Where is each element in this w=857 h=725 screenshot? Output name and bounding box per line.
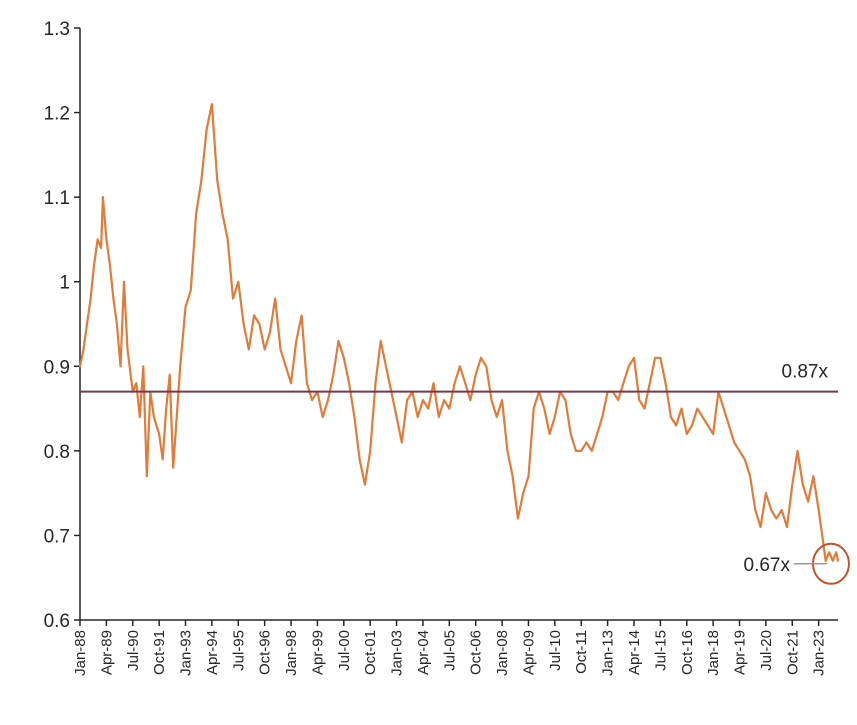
x-tick-label: Jul-15 bbox=[652, 630, 669, 671]
x-tick-label: Jul-00 bbox=[336, 630, 353, 671]
x-tick-label: Jul-20 bbox=[758, 630, 775, 671]
series-layer bbox=[78, 102, 840, 562]
x-tick-label: Oct-16 bbox=[679, 630, 696, 675]
x-tick-label: Jan-88 bbox=[72, 630, 89, 676]
x-tick-label: Jul-90 bbox=[125, 630, 142, 671]
x-tick-label: Jan-98 bbox=[283, 630, 300, 676]
x-tick-label: Oct-01 bbox=[362, 630, 379, 675]
x-tick-label: Oct-06 bbox=[468, 630, 485, 675]
y-tick-label: 1.1 bbox=[44, 188, 70, 209]
x-tick-label: Jul-95 bbox=[230, 630, 247, 671]
y-tick-label: 1 bbox=[59, 273, 70, 294]
y-tick-label: 0.9 bbox=[44, 357, 70, 378]
y-axis: 0.6 0.7 0.8 0.9 1 1.1 1.2 1.3 bbox=[44, 19, 81, 632]
y-tick-label: 1.3 bbox=[44, 19, 70, 40]
x-tick-label: Jan-18 bbox=[705, 630, 722, 676]
x-tick-label: Apr-99 bbox=[309, 630, 326, 675]
x-tick-label: Jul-10 bbox=[547, 630, 564, 671]
x-axis: Jan-88 Apr-89 Jul-90 Oct-91 Jan-93 Apr-94 Jul-… bbox=[72, 619, 838, 676]
x-tick-label: Oct-96 bbox=[257, 630, 274, 675]
x-tick-label: Jul-05 bbox=[441, 630, 458, 671]
x-tick-label: Jan-23 bbox=[811, 630, 828, 676]
x-tick-label: Oct-21 bbox=[784, 630, 801, 675]
x-tick-label: Apr-94 bbox=[204, 630, 221, 675]
x-tick-label: Oct-11 bbox=[573, 630, 590, 674]
latest-value-label: 0.67x bbox=[744, 555, 791, 576]
x-tick-label: Apr-09 bbox=[520, 630, 537, 675]
y-tick-label: 0.6 bbox=[44, 611, 70, 632]
x-tick-label: Apr-04 bbox=[415, 630, 432, 675]
x-tick-label: Jan-13 bbox=[600, 630, 617, 676]
series-line-0 bbox=[78, 102, 840, 562]
x-tick-label: Apr-14 bbox=[626, 630, 643, 675]
x-tick-label: Oct-91 bbox=[151, 630, 168, 675]
x-tick-label: Jan-03 bbox=[389, 630, 406, 676]
x-tick-label: Apr-89 bbox=[98, 630, 115, 675]
x-tick-label: Apr-19 bbox=[732, 630, 749, 675]
x-tick-label: Jan-08 bbox=[494, 630, 511, 676]
y-tick-label: 0.7 bbox=[44, 526, 70, 547]
reference-line-label: 0.87x bbox=[782, 362, 829, 383]
annotation-layer: 0.87x 0.67x bbox=[80, 362, 850, 585]
y-tick-label: 1.2 bbox=[44, 104, 70, 125]
x-tick-label: Jan-93 bbox=[178, 630, 195, 676]
y-tick-label: 0.8 bbox=[44, 442, 70, 463]
